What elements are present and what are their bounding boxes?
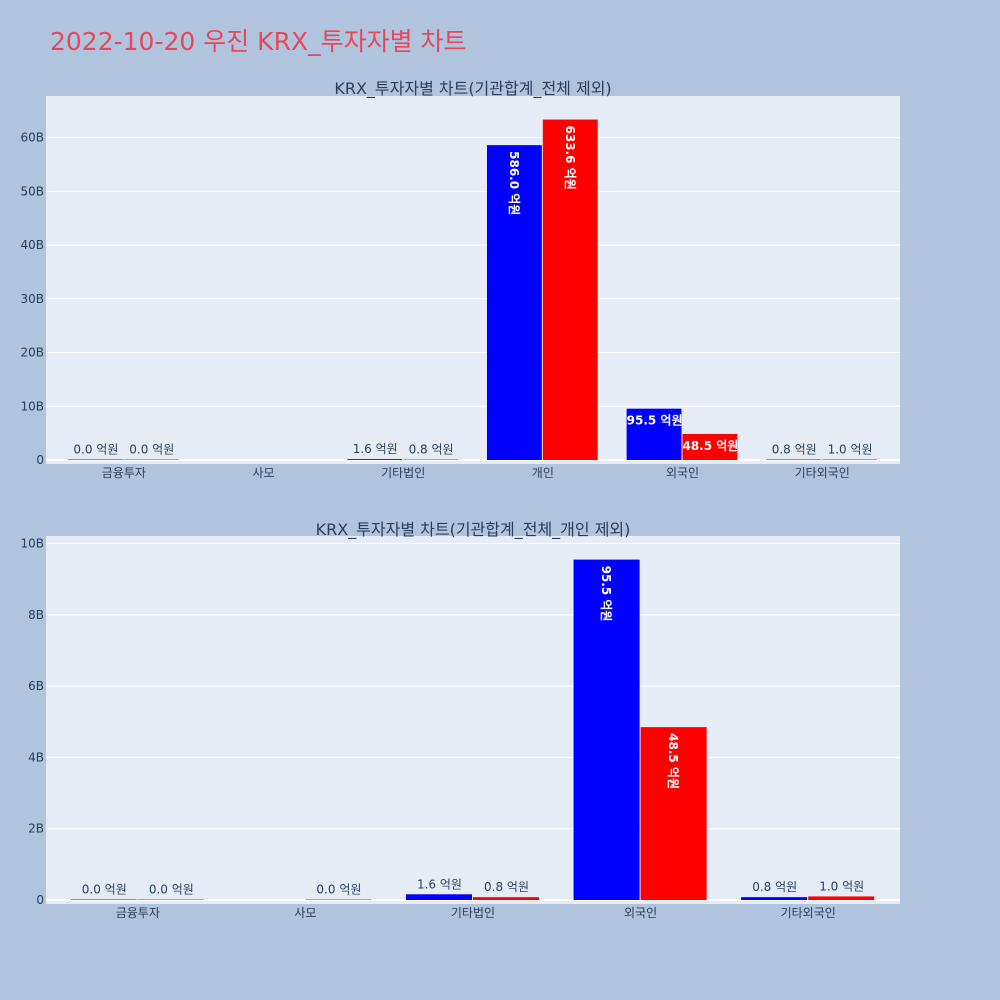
- data-label: 0.0 억원: [129, 443, 174, 457]
- y-tick-label: 0: [36, 453, 44, 467]
- y-tick-label: 2B: [28, 822, 44, 836]
- y-tick-label: 30B: [20, 292, 44, 306]
- bar: [123, 459, 179, 460]
- bar: [70, 899, 137, 900]
- bar: [640, 727, 707, 900]
- y-tick-label: 6B: [28, 679, 44, 693]
- data-label: 0.8 억원: [484, 880, 529, 894]
- y-tick-label: 10B: [20, 537, 44, 551]
- data-label: 633.6 억원: [563, 126, 577, 190]
- page-title: 2022-10-20 우진 KRX_투자자별 차트: [50, 27, 467, 56]
- data-label: 1.0 억원: [828, 442, 873, 456]
- data-label: 0.8 억원: [772, 443, 817, 457]
- data-label: 95.5 억원: [599, 566, 613, 622]
- chart-1: 0 10B 20B 30B 40B 50B 60B KRX_투자자별 차트(기관합계_전체 제…: [20, 79, 900, 480]
- bar: [486, 145, 542, 460]
- data-label: 0.0 억원: [73, 443, 118, 457]
- data-label: 0.0 억원: [82, 883, 127, 897]
- plot-area: [46, 96, 900, 464]
- data-label: 0.0 억원: [316, 883, 361, 897]
- chart-title: KRX_투자자별 차트(기관합계_전체_개인 제외): [316, 520, 631, 540]
- bar: [808, 896, 875, 900]
- x-tick-label: 외국인: [666, 466, 699, 480]
- data-label: 48.5 억원: [682, 439, 738, 453]
- bar: [137, 899, 204, 900]
- bar: [626, 408, 682, 460]
- data-label: 0.8 억원: [752, 880, 797, 894]
- plot-area: [46, 536, 900, 904]
- bar: [67, 459, 123, 460]
- x-tick-label: 사모: [252, 466, 274, 480]
- bar: [542, 119, 598, 460]
- y-tick-label: 50B: [20, 184, 44, 198]
- data-label: 0.8 억원: [409, 443, 454, 457]
- chart-title: KRX_투자자별 차트(기관합계_전체 제외): [334, 79, 611, 99]
- y-tick-label: 4B: [28, 750, 44, 764]
- x-tick-label: 금융투자: [102, 466, 146, 480]
- y-tick-label: 20B: [20, 346, 44, 360]
- x-tick-label: 외국인: [624, 906, 657, 920]
- bar: [405, 894, 472, 900]
- y-tick-label: 8B: [28, 608, 44, 622]
- data-label: 1.6 억원: [353, 442, 398, 456]
- data-label: 586.0 억원: [507, 151, 521, 215]
- data-label: 95.5 억원: [627, 414, 683, 428]
- x-tick-label: 기타외국인: [781, 906, 836, 920]
- bar: [347, 459, 403, 460]
- x-tick-label: 사모: [294, 906, 316, 920]
- bar: [766, 459, 822, 460]
- bar: [573, 559, 640, 900]
- data-label: 1.0 억원: [819, 879, 864, 893]
- bar: [473, 897, 540, 900]
- x-tick-label: 개인: [532, 466, 554, 480]
- bar: [741, 897, 808, 900]
- data-label: 0.0 억원: [149, 883, 194, 897]
- bar: [682, 433, 738, 460]
- bar: [305, 899, 372, 900]
- data-label: 48.5 억원: [666, 733, 680, 789]
- y-tick-label: 40B: [20, 238, 44, 252]
- data-label: 1.6 억원: [417, 877, 462, 891]
- y-tick-label: 60B: [20, 131, 44, 145]
- x-tick-label: 기타법인: [451, 906, 495, 920]
- chart-2: 0 2B 4B 6B 8B 10B KRX_투자자별 차트(기관합계_전체_개인 제외) 금융…: [20, 520, 900, 920]
- x-tick-label: 기타법인: [381, 466, 425, 480]
- y-tick-label: 0: [36, 893, 44, 907]
- x-tick-label: 기타외국인: [795, 466, 850, 480]
- bar: [822, 459, 878, 460]
- bar: [403, 459, 459, 460]
- y-tick-label: 10B: [20, 399, 44, 413]
- x-tick-label: 금융투자: [116, 906, 160, 920]
